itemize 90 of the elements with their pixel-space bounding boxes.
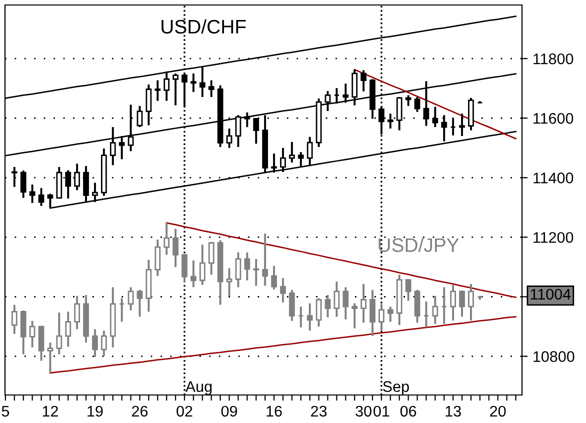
candlestick (136, 104, 143, 128)
x-tick-label: 16 (266, 406, 282, 417)
candlestick (182, 254, 188, 284)
candlestick (235, 251, 242, 288)
x-tick-label: 23 (311, 406, 327, 417)
x-tick-label: 5 (2, 406, 10, 417)
candlestick (74, 294, 80, 330)
x-tick-label: 06 (400, 406, 416, 417)
candlestick (100, 330, 107, 357)
candlestick (405, 94, 412, 107)
y-tick-label: 11800 (534, 53, 574, 64)
candlestick (226, 128, 232, 149)
candlestick (208, 241, 214, 276)
x-tick-label: 19 (88, 406, 103, 417)
candlestick (154, 238, 161, 277)
candlestick (38, 187, 44, 207)
candlestick (387, 306, 394, 323)
candlestick (253, 258, 260, 287)
candlestick (190, 259, 196, 288)
candlestick (360, 282, 366, 324)
candlestick (172, 228, 178, 268)
candlestick (271, 264, 277, 290)
candlestick (262, 232, 268, 287)
x-tick-label: 26 (132, 406, 148, 417)
candlestick (199, 244, 206, 286)
y-tick-label: 11200 (534, 232, 574, 243)
ref-line-label: Aug (185, 381, 212, 395)
candlestick (190, 72, 196, 93)
candlestick (20, 170, 26, 199)
ref-line-label: Sep (383, 381, 409, 395)
x-tick-label: 13 (446, 406, 461, 417)
candlestick (405, 278, 412, 302)
candlestick (136, 288, 143, 318)
candlestick (164, 222, 170, 256)
y-tick-label: 11600 (534, 112, 574, 124)
text: 11004 (530, 288, 571, 300)
candlestick (235, 114, 242, 148)
line-series (354, 68, 516, 140)
candlestick (65, 310, 72, 348)
candlestick (316, 297, 322, 328)
series-label: USD/JPY (378, 238, 459, 252)
line-series (50, 316, 516, 374)
candlestick (324, 294, 331, 318)
candlestick (172, 72, 178, 106)
candlestick (226, 267, 232, 297)
candlestick (324, 90, 331, 112)
candlestick (334, 280, 340, 318)
candlestick (128, 286, 134, 312)
candlestick (244, 112, 250, 128)
candlestick (432, 294, 438, 325)
y-tick-label: 10800 (534, 351, 574, 362)
x-tick-label: 20 (490, 406, 506, 417)
candlestick (280, 146, 286, 173)
candlestick (29, 320, 36, 348)
candlestick (306, 136, 313, 168)
candlestick (342, 82, 349, 104)
candlestick (92, 328, 98, 358)
candlestick (271, 152, 277, 174)
candlestick (370, 288, 376, 338)
candlestick (29, 184, 36, 204)
candlestick (352, 302, 358, 330)
candlestick (342, 286, 349, 320)
candlestick (468, 282, 474, 322)
candlestick (360, 69, 366, 92)
candlestick (306, 302, 313, 332)
candlestick (298, 151, 304, 168)
x-tick-label: 01 (374, 406, 390, 417)
x-tick-label: 02 (176, 406, 192, 417)
candlestick (414, 96, 420, 113)
candlestick (47, 342, 54, 374)
candlestick (83, 165, 89, 204)
candlestick (244, 251, 250, 282)
y-tick-label: 11400 (534, 172, 574, 184)
candlestick (280, 277, 286, 304)
candlestick (378, 302, 384, 332)
line-series (166, 222, 516, 298)
candlestick (459, 290, 465, 318)
candlestick (56, 312, 62, 356)
candlestick (11, 304, 18, 335)
candlestick (450, 284, 456, 322)
candlestick (154, 79, 161, 102)
candlestick (92, 182, 98, 204)
x-tick-label: 12 (42, 406, 58, 416)
candlestick (288, 140, 295, 164)
candlestick (387, 112, 394, 130)
x-tick-label: 30 (356, 406, 372, 417)
candlestick (288, 288, 295, 322)
candlestick (208, 79, 214, 98)
text: USD/CHF (162, 19, 246, 34)
x-tick-label: 09 (221, 406, 238, 417)
